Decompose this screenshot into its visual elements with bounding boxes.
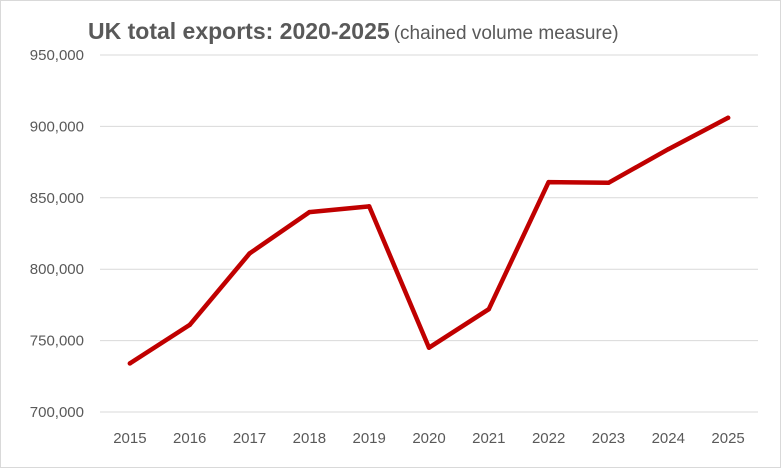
x-tick-label: 2016 [173,430,206,447]
y-tick-label: 950,000 [30,47,84,64]
x-tick-label: 2019 [352,430,385,447]
data-point [247,251,252,256]
y-tick-label: 700,000 [30,404,84,421]
y-tick-label: 900,000 [30,118,84,135]
y-tick-label: 850,000 [30,190,84,207]
chart-subtitle: (chained volume measure) [393,23,619,44]
data-point [725,115,731,121]
data-point [307,209,312,215]
y-tick-label: 800,000 [30,261,84,278]
x-tick-label: 2018 [293,430,326,447]
chart-title-main: UK total exports: 2020-2025 [88,18,390,44]
data-point [366,204,372,209]
series-line [127,115,731,366]
x-tick-label: 2023 [592,430,625,447]
x-tick-label: 2025 [711,430,744,447]
y-tick-label: 750,000 [30,333,84,350]
data-point [426,345,432,350]
x-tick-label: 2021 [472,430,505,447]
data-point [187,322,192,328]
data-point [127,361,133,366]
x-tick-label: 2022 [532,430,565,447]
x-tick-label: 2024 [652,430,685,447]
data-point [546,179,551,185]
data-point [606,180,611,186]
x-tick-label: 2020 [412,430,445,447]
chart-title: UK total exports: 2020-2025 (chained volu… [88,18,619,45]
x-tick-label: 2017 [233,430,266,447]
data-point [486,306,492,312]
data-point [666,147,671,152]
x-tick-label: 2015 [113,430,146,447]
